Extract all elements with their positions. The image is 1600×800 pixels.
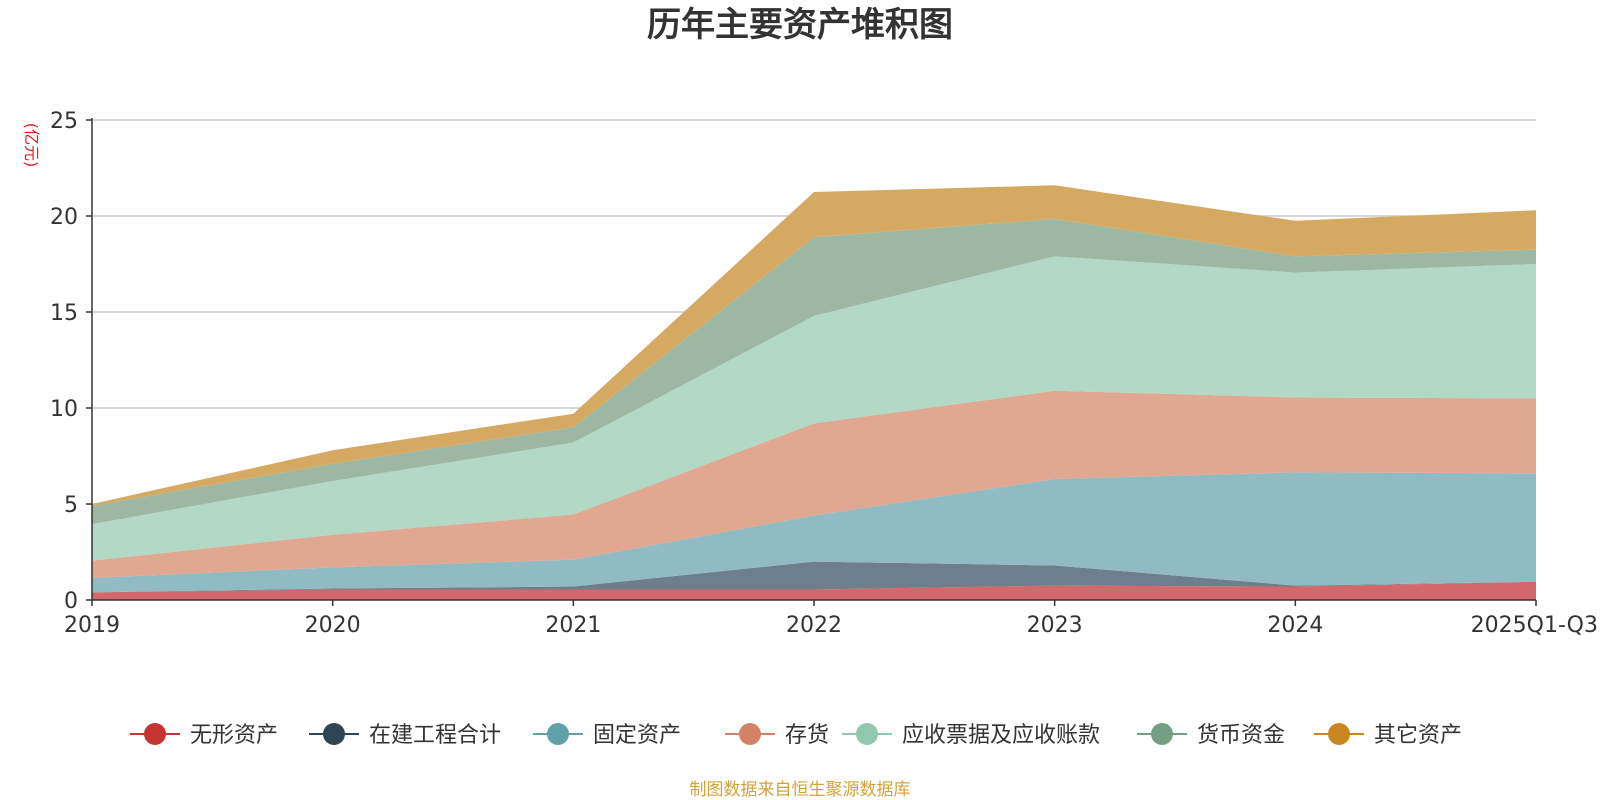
area-series-2 — [92, 472, 1536, 593]
area-series-0 — [92, 581, 1536, 600]
y-tick-label: 10 — [50, 397, 78, 422]
area-series-3 — [92, 390, 1536, 578]
legend-dot-icon — [547, 723, 569, 745]
x-tick-label: 2020 — [305, 613, 361, 638]
y-tick-label: 0 — [64, 589, 78, 614]
y-tick-label: 20 — [50, 205, 78, 230]
legend-item-2[interactable]: 固定资产 — [533, 723, 681, 748]
legend-item-6[interactable]: 其它资产 — [1314, 723, 1462, 748]
area-series-4 — [92, 256, 1536, 561]
area-series-5 — [92, 218, 1536, 525]
legend-label: 应收票据及应收账款 — [902, 723, 1100, 748]
legend-dot-icon — [144, 723, 166, 745]
area-series-6 — [92, 185, 1536, 506]
y-tick-label: 5 — [64, 493, 78, 518]
x-tick-label: 2021 — [545, 613, 601, 638]
x-tick-label: 2019 — [64, 613, 120, 638]
source-note: 制图数据来自恒生聚源数据库 — [690, 780, 911, 800]
y-axis-unit-label: (亿元) — [22, 123, 41, 168]
chart-title: 历年主要资产堆积图 — [647, 5, 953, 45]
legend-item-5[interactable]: 货币资金 — [1137, 723, 1285, 748]
legend-label: 在建工程合计 — [369, 723, 501, 748]
x-tick-label: 2023 — [1027, 613, 1083, 638]
legend-item-0[interactable]: 无形资产 — [130, 723, 278, 748]
legend-dot-icon — [1151, 723, 1173, 745]
axes: 0 5 10 15 20 25 2019 2020 2021 2022 2023 2024 2025Q1… — [50, 109, 1598, 638]
y-tick-label: 15 — [50, 301, 78, 326]
legend-item-4[interactable]: 应收票据及应收账款 — [842, 723, 1100, 748]
legend-dot-icon — [739, 723, 761, 745]
y-tick-label: 25 — [50, 109, 78, 134]
legend-dot-icon — [323, 723, 345, 745]
legend-dot-icon — [1328, 723, 1350, 745]
x-tick-label: 2025Q1-Q3 — [1471, 613, 1598, 638]
legend: 无形资产 在建工程合计 固定资产 存货 应收票据及应收账款 货币资金 其它资产 — [130, 723, 1462, 748]
legend-item-3[interactable]: 存货 — [725, 723, 829, 748]
legend-label: 固定资产 — [593, 723, 681, 748]
legend-label: 存货 — [785, 723, 829, 748]
area-series — [92, 185, 1536, 600]
legend-label: 货币资金 — [1197, 723, 1285, 748]
legend-dot-icon — [856, 723, 878, 745]
x-tick-label: 2022 — [786, 613, 842, 638]
legend-item-1[interactable]: 在建工程合计 — [309, 723, 501, 748]
legend-label: 其它资产 — [1374, 723, 1462, 748]
area-series-1 — [92, 561, 1536, 593]
legend-label: 无形资产 — [190, 723, 278, 748]
x-tick-label: 2024 — [1267, 613, 1323, 638]
